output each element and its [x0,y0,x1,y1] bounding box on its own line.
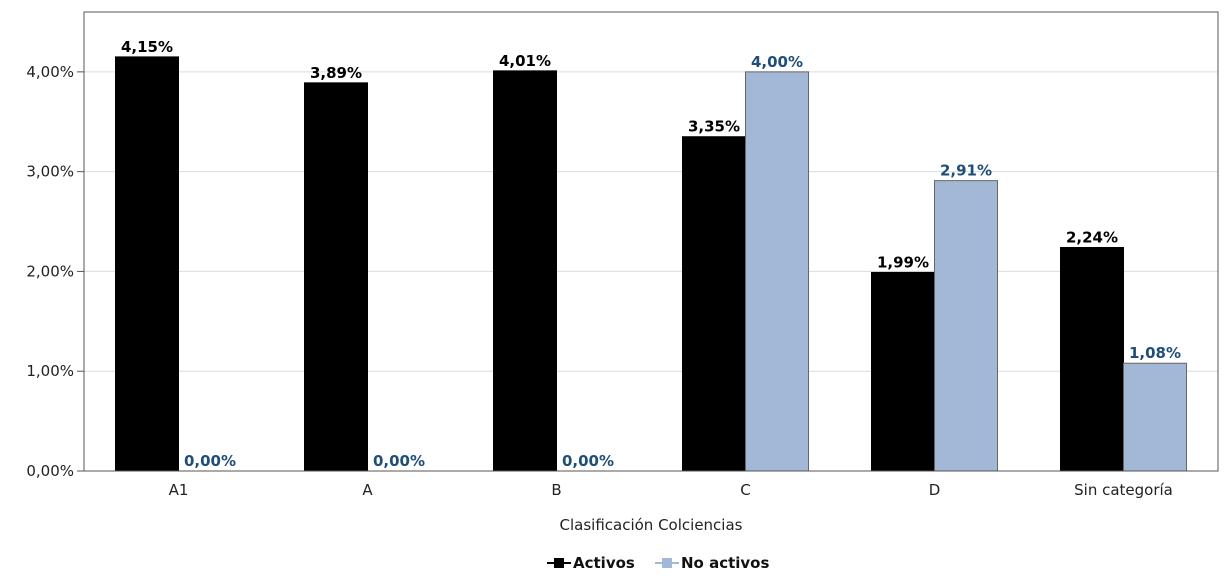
data-label: 4,00% [751,53,803,71]
x-tick-label: B [551,481,561,499]
x-tick-label: Sin categoría [1074,481,1173,499]
x-axis-title: Clasificación Colciencias [560,516,743,534]
y-tick-label: 0,00% [26,462,74,480]
plot-frame [83,11,1219,472]
y-tick-label: 4,00% [26,63,74,81]
bar-no-activos [934,180,998,472]
x-tick-label: A1 [169,481,189,499]
legend-swatch [662,558,672,568]
data-label: 3,35% [688,118,740,136]
y-tick-label: 3,00% [26,163,74,181]
y-tick-label: 2,00% [26,262,74,280]
bar-no-activos [1123,362,1187,472]
data-label: 1,08% [1129,344,1181,362]
x-tick-label: A [362,481,373,499]
bar-no-activos [745,71,809,472]
data-label: 3,89% [310,64,362,82]
x-tick-label: D [929,481,941,499]
y-tick-label: 1,00% [26,362,74,380]
bar-activos [493,70,557,472]
data-label: 4,15% [121,38,173,56]
legend-label: No activos [681,554,769,572]
bar-activos [871,271,935,472]
x-tick-label: C [740,481,750,499]
legend: Activos No activos [547,554,769,572]
bar-activos [304,82,368,472]
bar-activos [1060,246,1124,472]
bars [115,56,1187,472]
data-label: 0,00% [562,452,614,470]
data-label: 0,00% [184,452,236,470]
data-label: 2,24% [1066,228,1118,246]
data-labels: 4,15% 0,00% 3,89% 0,00% 4,01% 0,00% 3,35% 4,00%… [121,38,1181,470]
x-axis: A1 A B C D Sin categoría [169,481,1173,499]
bar-activos [682,136,746,472]
legend-swatch [554,558,564,568]
y-axis: 0,00% 1,00% 2,00% 3,00% 4,00% [26,63,84,480]
gridlines [84,71,1218,372]
bar-activos [115,56,179,472]
legend-label: Activos [573,554,635,572]
data-label: 4,01% [499,52,551,70]
data-label: 2,91% [940,162,992,180]
data-label: 0,00% [373,452,425,470]
data-label: 1,99% [877,253,929,271]
